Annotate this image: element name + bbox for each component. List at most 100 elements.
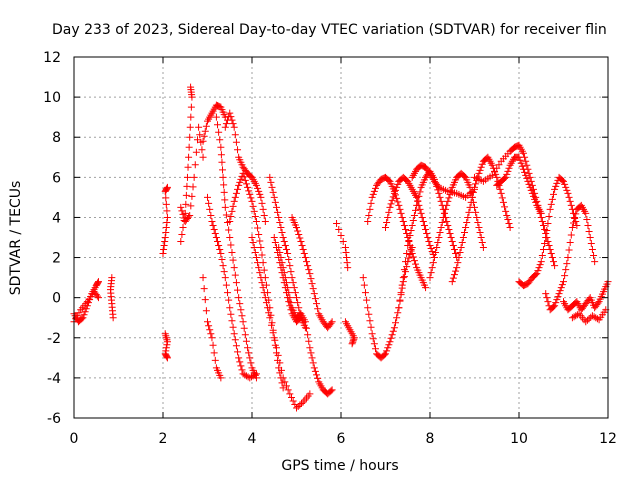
data-point — [533, 270, 541, 278]
data-point — [307, 275, 315, 283]
data-point — [572, 210, 580, 218]
data-point — [395, 201, 403, 209]
data-point — [546, 246, 554, 254]
data-point — [422, 284, 430, 292]
data-point — [557, 284, 565, 292]
data-point — [365, 310, 373, 318]
data-point — [502, 207, 510, 215]
data-point — [294, 402, 302, 410]
data-point — [267, 321, 275, 329]
data-point — [584, 221, 592, 229]
data-point — [160, 246, 168, 254]
data-point — [464, 213, 472, 221]
data-point — [425, 238, 433, 246]
data-point — [314, 305, 322, 313]
data-point — [200, 285, 208, 293]
data-point — [465, 208, 473, 216]
data-point — [463, 218, 471, 226]
data-point — [549, 258, 557, 266]
series-arc-g — [177, 123, 207, 225]
data-point — [286, 390, 294, 398]
chart-title: Day 233 of 2023, Sidereal Day-to-day VTE… — [52, 22, 607, 38]
data-point — [547, 250, 555, 258]
data-point — [394, 180, 402, 188]
data-point — [278, 259, 286, 267]
data-point — [287, 268, 295, 276]
data-point — [186, 133, 194, 141]
data-point — [416, 205, 424, 213]
data-point — [460, 172, 468, 180]
data-point — [476, 166, 484, 174]
data-point — [498, 194, 506, 202]
data-point — [205, 199, 213, 207]
data-point — [287, 299, 295, 307]
data-point — [538, 217, 546, 225]
data-point — [327, 387, 335, 395]
data-point — [587, 240, 595, 248]
data-point — [199, 274, 207, 282]
data-point — [293, 223, 300, 231]
data-point — [386, 338, 394, 346]
data-point — [532, 271, 540, 279]
data-point — [282, 246, 290, 254]
data-point — [227, 113, 235, 121]
data-point — [531, 195, 539, 203]
data-point — [515, 153, 523, 161]
data-point — [236, 358, 244, 366]
data-point — [382, 223, 389, 231]
data-point — [396, 296, 404, 304]
data-point — [474, 218, 482, 226]
data-point — [437, 223, 445, 231]
data-point — [328, 386, 336, 394]
data-point — [231, 336, 239, 344]
data-point — [491, 168, 499, 176]
data-point — [424, 234, 432, 241]
data-point — [501, 203, 509, 211]
data-point — [551, 185, 559, 193]
data-point — [419, 217, 427, 225]
data-point — [519, 149, 527, 157]
data-point — [221, 274, 229, 282]
data-point — [543, 294, 551, 302]
data-point — [94, 294, 102, 302]
data-point — [220, 181, 228, 189]
y-tick-label: -6 — [47, 411, 61, 427]
data-point — [398, 213, 406, 221]
data-point — [471, 183, 478, 191]
data-point — [348, 340, 356, 348]
data-point — [255, 264, 263, 272]
data-point — [289, 279, 297, 287]
data-point — [242, 180, 250, 188]
data-point — [586, 234, 594, 241]
data-point — [259, 284, 267, 292]
data-point — [518, 162, 526, 170]
data-point — [564, 189, 572, 197]
data-point — [280, 269, 288, 277]
data-point — [472, 208, 480, 216]
data-point — [219, 166, 227, 174]
data-point — [453, 264, 461, 272]
data-point — [265, 309, 273, 317]
data-point — [475, 169, 483, 177]
data-point — [310, 364, 318, 372]
data-point — [264, 304, 272, 312]
data-point — [555, 290, 563, 298]
data-point — [239, 169, 247, 177]
data-point — [427, 245, 435, 253]
data-point — [277, 223, 285, 231]
data-point — [306, 390, 314, 398]
data-point — [217, 143, 225, 151]
data-point — [276, 359, 284, 367]
data-point — [406, 231, 414, 239]
data-point — [564, 254, 572, 262]
data-point — [309, 359, 317, 367]
data-point — [163, 338, 171, 346]
data-point — [260, 211, 268, 219]
data-point — [400, 221, 408, 229]
data-point — [232, 189, 240, 197]
data-point — [553, 179, 561, 187]
data-point — [567, 201, 575, 209]
data-point — [177, 203, 185, 211]
data-point — [363, 296, 371, 304]
data-point — [541, 240, 549, 248]
